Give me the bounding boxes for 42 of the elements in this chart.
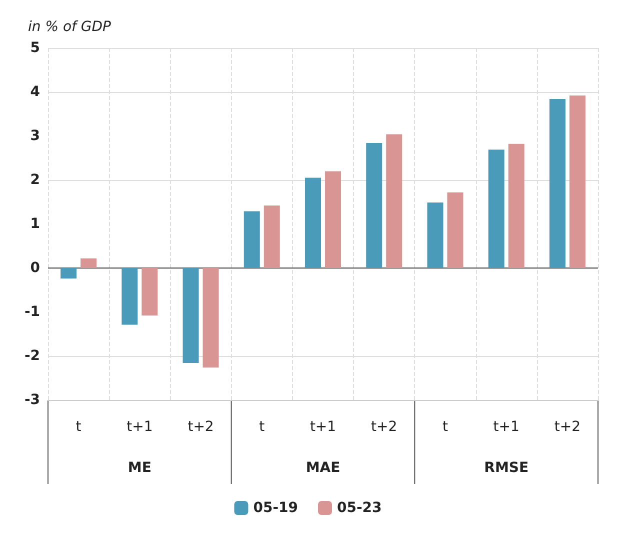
bar [386,134,402,268]
y-tick-label: 1 [30,216,40,232]
bar [488,150,504,268]
text: MAE [306,460,340,476]
bar [202,268,219,368]
bar [427,202,444,268]
text: RMSE [484,460,529,476]
y-axis-title: in % of GDP [28,19,112,35]
x-tick-label: t [442,419,448,435]
y-tick-label: -3 [24,392,40,408]
bar [325,171,341,268]
bar [60,268,77,279]
bar [366,143,382,268]
x-tick-label: t [76,419,82,435]
y-tick-label: -1 [24,304,40,320]
x-tick-label: t [259,419,266,435]
text: ME [128,460,152,476]
y-tick-label: 2 [30,172,40,188]
x-tick-label: t+1 [310,419,336,435]
bar [244,211,260,268]
bar [142,268,158,316]
y-tick-label: 4 [30,84,40,100]
x-tick-label: t+2 [188,419,214,435]
bar [549,99,566,268]
bar [447,192,464,268]
y-tick-label: 0 [30,260,40,276]
bar [80,258,97,268]
legend-label: 05-19 [253,500,298,516]
x-tick-label: t+2 [371,419,398,435]
bar [305,178,321,268]
x-tick-label: t+1 [126,419,153,435]
x-tick-label: t+1 [493,419,520,435]
bar [508,144,524,268]
bar [264,206,280,268]
x-tick-label: t+2 [554,419,581,435]
y-tick-label: 3 [30,128,40,144]
legend-label: 05-23 [337,500,382,516]
y-tick-label: 5 [30,40,40,56]
bar [569,96,586,268]
bar [122,268,138,325]
y-tick-label: -2 [24,348,40,364]
bar [182,268,199,364]
